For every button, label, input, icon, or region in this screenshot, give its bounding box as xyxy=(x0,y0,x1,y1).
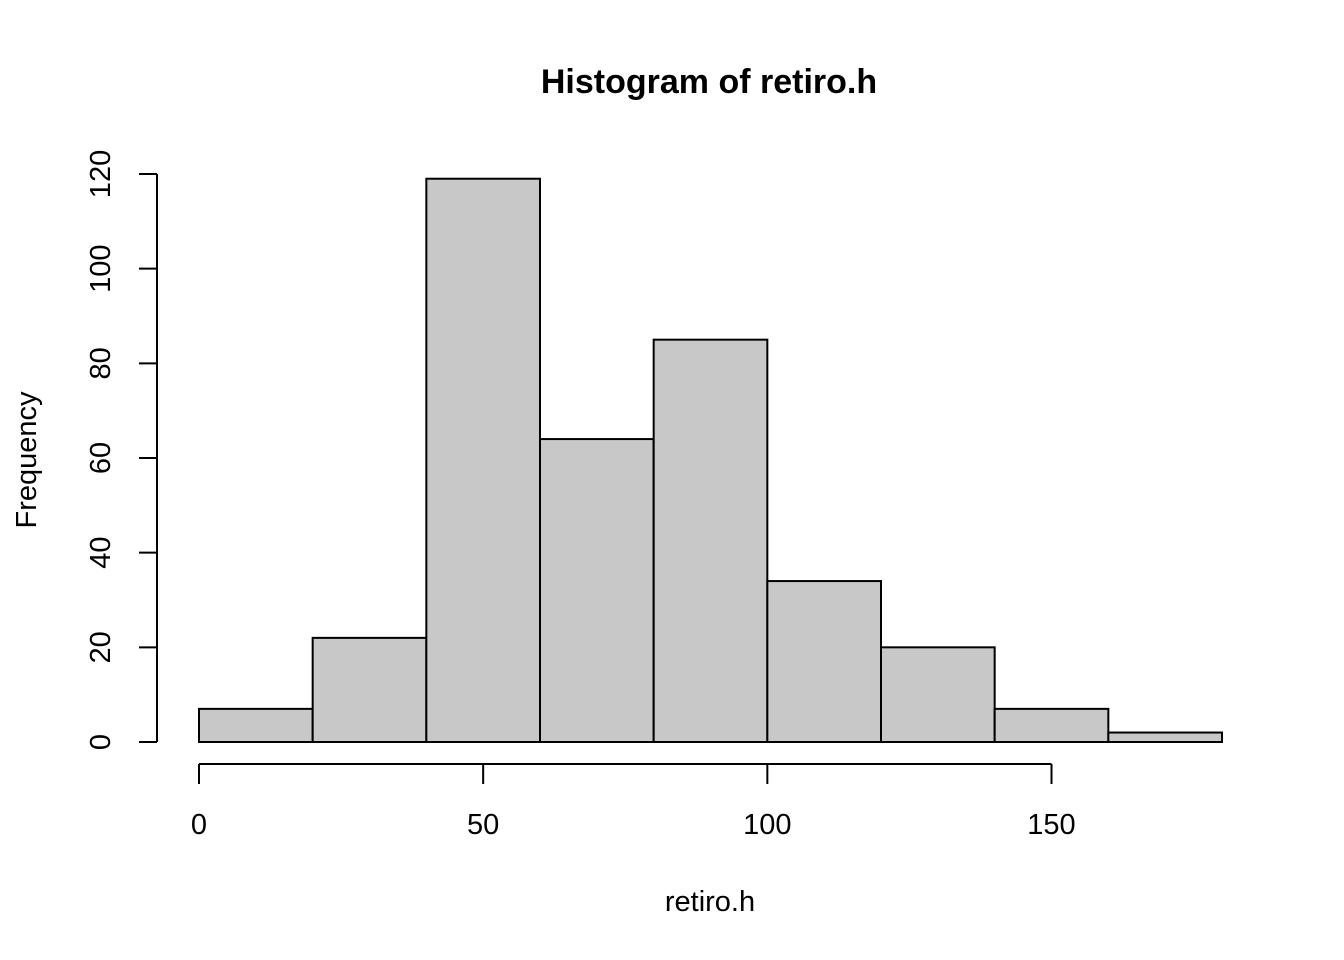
histogram-bar-0 xyxy=(198,707,314,743)
histogram-bar-2 xyxy=(425,177,542,743)
chart-title: Histogram of retiro.h xyxy=(541,63,877,101)
y-tick-label-20: 20 xyxy=(85,631,117,663)
y-axis: 0 20 40 60 80 100 120 xyxy=(85,150,158,750)
histogram-bar-8 xyxy=(1107,731,1224,743)
y-tick-label-100: 100 xyxy=(85,244,117,292)
y-tick-label-40: 40 xyxy=(85,537,117,569)
histogram-bar-7 xyxy=(993,707,1110,743)
x-tick-label-150: 150 xyxy=(1027,809,1075,841)
histogram-bar-1 xyxy=(311,636,428,743)
bars-group xyxy=(198,177,1224,743)
x-axis: 0 50 100 150 xyxy=(191,763,1076,841)
x-tick-label-100: 100 xyxy=(743,809,791,841)
x-tick-label-50: 50 xyxy=(467,809,499,841)
histogram-bar-4 xyxy=(652,338,769,743)
y-tick-label-120: 120 xyxy=(85,150,117,198)
y-tick-label-80: 80 xyxy=(85,347,117,379)
y-tick-label-60: 60 xyxy=(85,442,117,474)
y-axis-label: Frequency xyxy=(11,391,43,529)
x-tick-label-0: 0 xyxy=(191,809,207,841)
histogram-bar-6 xyxy=(880,646,996,743)
x-axis-label: retiro.h xyxy=(665,886,755,918)
y-tick-label-0: 0 xyxy=(85,734,117,750)
histogram-bar-3 xyxy=(539,438,655,743)
histogram-bar-5 xyxy=(766,580,882,743)
